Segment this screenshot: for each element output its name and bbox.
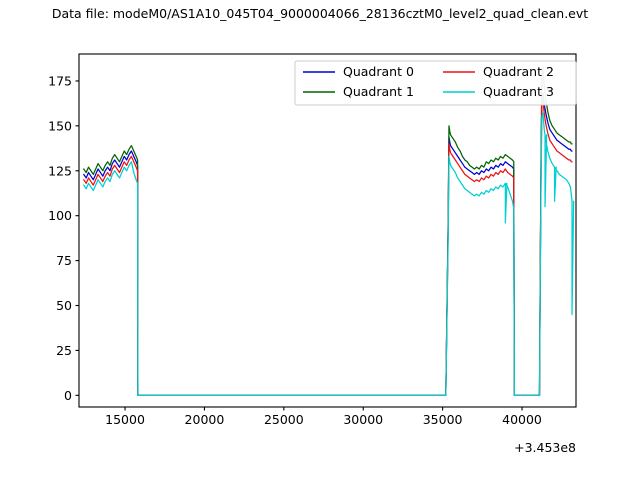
plot-area [78, 53, 577, 408]
y-axis-ticks: 0 25 50 75 100 125 150 175 [48, 73, 79, 403]
x-tick-label: 20000 [185, 412, 225, 427]
y-tick-label: 175 [48, 73, 72, 88]
legend[interactable]: Quadrant 0 Quadrant 1 Quadrant 2 Quadrant 3 [294, 60, 577, 106]
series-dropout-3-3 [571, 200, 575, 316]
x-axis-ticks: 15000 20000 25000 30000 35000 40000 [105, 407, 542, 427]
legend-entry-label: Quadrant 2 [483, 64, 554, 79]
y-tick-label: 75 [56, 253, 72, 268]
y-tick-label: 100 [48, 208, 72, 223]
series-dropout-3-0 [504, 182, 508, 224]
series-dropout-3-2 [553, 166, 557, 202]
axes-background [79, 54, 576, 407]
axes-frame [78, 53, 577, 408]
y-tick-label: 0 [64, 388, 72, 403]
legend-entry-3[interactable]: Quadrant 3 [443, 84, 554, 99]
y-tick-label: 150 [48, 118, 72, 133]
x-tick-label: 15000 [105, 412, 145, 427]
x-tick-label: 30000 [343, 412, 383, 427]
legend-entry-label: Quadrant 0 [343, 64, 414, 79]
series-line-3 [83, 112, 573, 396]
x-tick-label: 25000 [264, 412, 304, 427]
legend-entry-label: Quadrant 3 [483, 84, 554, 99]
y-tick-label: 50 [56, 298, 72, 313]
x-tick-label: 40000 [502, 412, 542, 427]
legend-box [294, 60, 577, 106]
y-tick-label: 125 [48, 163, 72, 178]
page-title: Data file: modeM0/AS1A10_045T04_90000040… [52, 6, 588, 21]
y-tick-label: 25 [56, 343, 72, 358]
x-axis-offset-label: +3.453e8 [514, 440, 576, 455]
legend-entry-label: Quadrant 1 [343, 84, 414, 99]
x-tick-label: 35000 [423, 412, 463, 427]
legend-entry-1[interactable]: Quadrant 1 [303, 84, 414, 99]
legend-entry-0[interactable]: Quadrant 0 [303, 64, 414, 79]
series-dropout-3-1 [544, 134, 548, 208]
legend-entry-2[interactable]: Quadrant 2 [443, 64, 554, 79]
